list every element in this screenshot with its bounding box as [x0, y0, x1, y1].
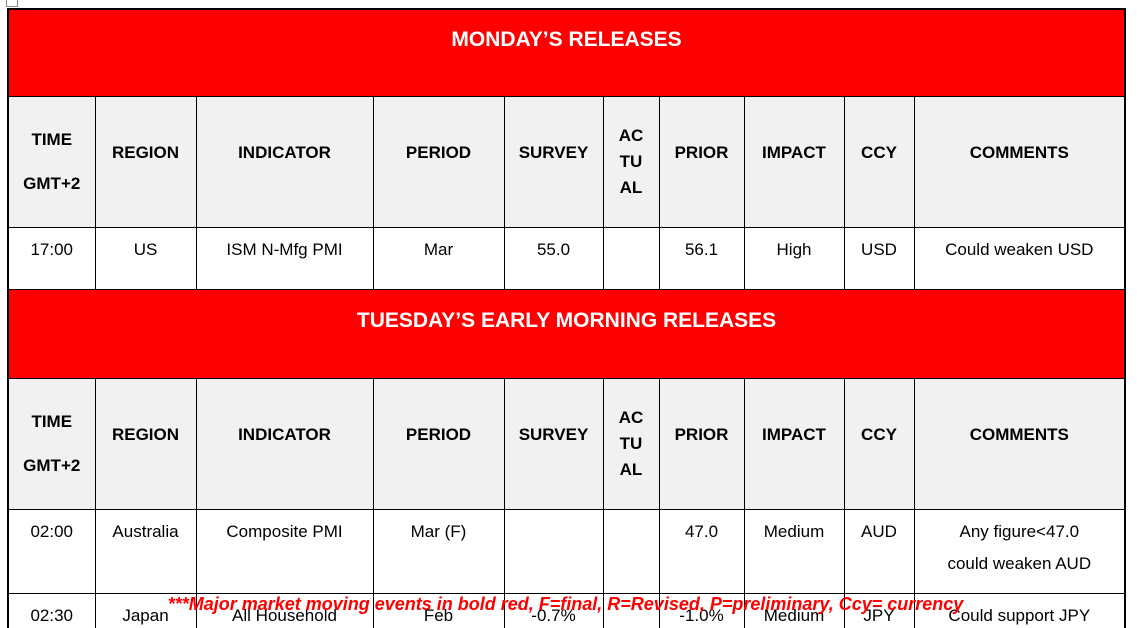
cell-impact: High: [743, 227, 845, 290]
section-title: MONDAY’S RELEASES: [7, 8, 1126, 97]
cell-time: 17:00: [7, 227, 96, 290]
column-header-prior: PRIOR: [658, 378, 745, 510]
column-header-actual: AC TU AL: [602, 378, 660, 510]
cell-comments: Any figure<47.0 could weaken AUD: [913, 509, 1126, 594]
cell-survey: -0.7%: [503, 593, 604, 628]
cell-comments: Could weaken USD: [913, 227, 1126, 290]
cell-prior: 47.0: [658, 509, 745, 594]
cell-region: US: [94, 227, 197, 290]
section-band-tuesday: TUESDAY’S EARLY MORNING RELEASES: [7, 289, 1126, 379]
column-header-time: TIME GMT+2: [7, 96, 96, 228]
table-row: 17:00 US ISM N-Mfg PMI Mar 55.0 56.1 Hig…: [7, 227, 1126, 290]
column-header-ccy: CCY: [843, 96, 915, 228]
column-header-region: REGION: [94, 96, 197, 228]
cell-actual: [602, 227, 660, 290]
cell-ccy: USD: [843, 227, 915, 290]
cell-impact: Medium: [743, 593, 845, 628]
cell-actual: [602, 509, 660, 594]
column-header-indicator: INDICATOR: [195, 96, 374, 228]
cell-prior: 56.1: [658, 227, 745, 290]
cell-time: 02:30: [7, 593, 96, 628]
cell-indicator: All Household Spending YY: [195, 593, 374, 628]
economic-calendar-table: MONDAY’S RELEASES TIME GMT+2 REGION INDI…: [7, 8, 1127, 628]
column-header-survey: SURVEY: [503, 96, 604, 228]
cell-time: 02:00: [7, 509, 96, 594]
column-header-period: PERIOD: [372, 96, 505, 228]
cell-period: Feb: [372, 593, 505, 628]
column-header-impact: IMPACT: [743, 96, 845, 228]
cell-indicator: ISM N-Mfg PMI: [195, 227, 374, 290]
footnote: ***Major market moving events in bold re…: [167, 594, 964, 614]
table-move-handle-icon[interactable]: [6, 0, 18, 7]
table-row: 02:30 Japan All Household Spending YY Fe…: [7, 593, 1126, 628]
cell-survey: [503, 509, 604, 594]
column-header-comments: COMMENTS: [913, 96, 1126, 228]
cell-indicator: Composite PMI: [195, 509, 374, 594]
table-row: 02:00 Australia Composite PMI Mar (F) 47…: [7, 509, 1126, 594]
cell-survey: 55.0: [503, 227, 604, 290]
cell-ccy: JPY: [843, 593, 915, 628]
section-band-monday: MONDAY’S RELEASES: [7, 8, 1126, 97]
cell-region: Japan: [94, 593, 197, 628]
column-header-time: TIME GMT+2: [7, 378, 96, 510]
cell-prior: -1.0%: [658, 593, 745, 628]
column-header-period: PERIOD: [372, 378, 505, 510]
cell-comments: Could support JPY: [913, 593, 1126, 628]
cell-period: Mar (F): [372, 509, 505, 594]
cell-ccy: AUD: [843, 509, 915, 594]
column-header-prior: PRIOR: [658, 96, 745, 228]
cell-period: Mar: [372, 227, 505, 290]
column-header-actual: AC TU AL: [602, 96, 660, 228]
column-header-row: TIME GMT+2 REGION INDICATOR PERIOD SURVE…: [7, 96, 1126, 228]
column-header-impact: IMPACT: [743, 378, 845, 510]
column-header-ccy: CCY: [843, 378, 915, 510]
column-header-survey: SURVEY: [503, 378, 604, 510]
cell-impact: Medium: [743, 509, 845, 594]
column-header-row: TIME GMT+2 REGION INDICATOR PERIOD SURVE…: [7, 378, 1126, 510]
column-header-indicator: INDICATOR: [195, 378, 374, 510]
section-title: TUESDAY’S EARLY MORNING RELEASES: [7, 289, 1126, 379]
column-header-comments: COMMENTS: [913, 378, 1126, 510]
cell-region: Australia: [94, 509, 197, 594]
column-header-region: REGION: [94, 378, 197, 510]
